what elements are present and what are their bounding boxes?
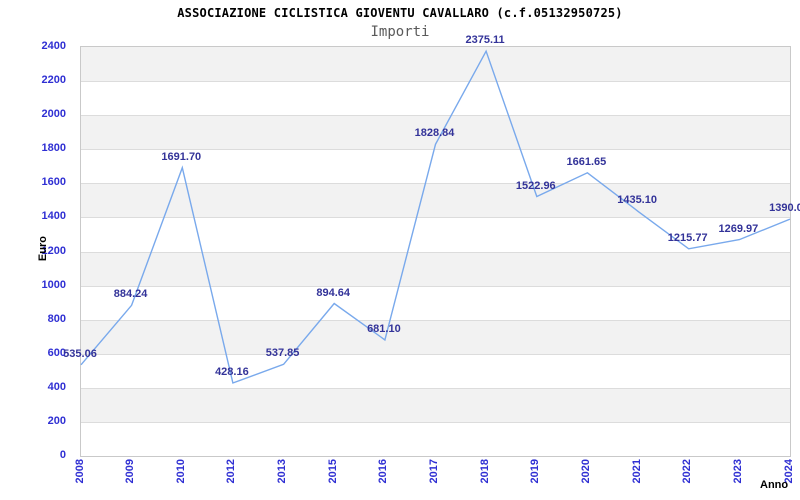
y-tick-label: 1400: [41, 210, 66, 223]
x-tick-label: 2022: [681, 459, 694, 484]
gridline: [81, 353, 790, 355]
x-tick-label: 2009: [124, 459, 137, 484]
gridline: [81, 251, 790, 253]
value-label: 1215.77: [667, 231, 708, 244]
x-tick-label: 2021: [630, 459, 643, 484]
grid-band: [81, 319, 790, 354]
line-series: [80, 49, 791, 384]
y-tick-label: 2400: [41, 40, 66, 52]
grid-band: [81, 387, 790, 422]
gridline: [81, 81, 790, 83]
gridline: [81, 115, 790, 117]
chart-subtitle: Importi: [370, 24, 430, 40]
gridline: [81, 387, 790, 389]
y-axis-title: Euro: [37, 236, 49, 262]
value-label: 1269.97: [718, 222, 759, 235]
y-tick-label: 1200: [41, 244, 66, 257]
value-label: 894.64: [316, 286, 351, 299]
value-label: 1435.10: [617, 194, 657, 207]
gridline: [81, 421, 790, 423]
y-tick-label: 800: [47, 312, 66, 325]
gridline: [81, 319, 790, 321]
x-tick-label: 2016: [377, 459, 390, 484]
y-tick-label: 200: [47, 414, 66, 427]
chart-title: ASSOCIAZIONE CICLISTICA GIOVENTU CAVALLA…: [177, 6, 623, 20]
gridline: [81, 149, 790, 151]
value-label: 2375.11: [465, 34, 505, 47]
x-tick-label: 2012: [225, 459, 238, 484]
plot-area: [80, 46, 791, 457]
value-label: 1390.00: [769, 202, 800, 215]
x-tick-label: 2015: [326, 459, 339, 484]
x-tick-label: 2010: [174, 459, 187, 484]
value-label: 535.06: [63, 347, 97, 360]
value-label: 1661.65: [566, 155, 607, 168]
x-tick-label: 2017: [428, 459, 440, 484]
y-tick-label: 1800: [41, 142, 66, 155]
x-tick-label: 2008: [73, 459, 86, 484]
grid-band: [81, 47, 790, 82]
value-label: 1691.70: [161, 150, 202, 163]
y-tick-label: 2000: [41, 108, 66, 121]
y-tick-label: 1600: [41, 176, 66, 189]
x-tick-label: 2020: [579, 459, 592, 484]
gridline: [81, 183, 790, 185]
x-tick-label: 2019: [529, 459, 542, 484]
x-tick-label: 2018: [478, 459, 491, 484]
x-axis-title: Anno: [760, 479, 789, 491]
y-tick-label: 0: [59, 449, 66, 461]
value-label: 884.24: [113, 288, 148, 301]
value-label: 1828.84: [414, 127, 455, 140]
y-tick-label: 400: [47, 380, 66, 393]
gridline: [81, 285, 790, 287]
value-label: 537.85: [265, 347, 300, 360]
value-label: 428.16: [215, 366, 249, 378]
gridline: [81, 217, 790, 219]
y-tick-label: 1000: [41, 278, 66, 291]
series-polyline: [80, 49, 791, 384]
y-tick-label: 600: [47, 346, 66, 359]
value-label: 1522.96: [515, 179, 556, 192]
x-tick-label: 2013: [276, 459, 289, 484]
grid-band: [81, 251, 790, 286]
grid-band: [81, 183, 790, 218]
value-label: 681.10: [367, 322, 401, 335]
y-tick-label: 2200: [41, 74, 66, 87]
x-tick-label: 2023: [731, 459, 744, 484]
